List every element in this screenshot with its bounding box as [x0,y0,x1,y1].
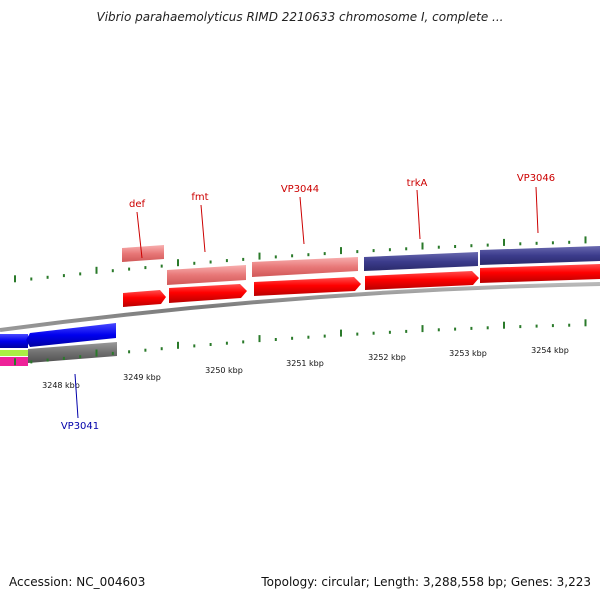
tick-label: 3250 kbp [205,366,243,375]
gene-label-vp3044[interactable]: VP3044 [281,184,319,195]
tick-label: 3254 kbp [531,346,569,355]
gene-trka-track[interactable] [364,252,478,271]
gene-fmt-track[interactable] [167,265,246,285]
lower-scale-ticks [14,319,587,366]
gene-trka-arrow[interactable] [365,271,479,290]
accession-label: Accession: NC_004603 [9,575,146,589]
gene-vp3046-arrow[interactable] [480,264,600,283]
gene-fmt-arrow[interactable] [169,284,247,303]
gene-label-vp3046[interactable]: VP3046 [517,173,555,184]
tick-label: 3248 kbp [42,381,80,390]
gene-def-track[interactable] [122,245,164,262]
tick-label: 3249 kbp [123,373,161,382]
gene-label-fmt[interactable]: fmt [191,192,208,203]
page-title: Vibrio parahaemolyticus RIMD 2210633 chr… [96,10,504,24]
gene-label-def[interactable]: def [129,199,146,210]
gene-label-vp3041[interactable]: VP3041 [61,421,99,432]
gene-def-arrow[interactable] [123,290,166,307]
genome-summary: Topology: circular; Length: 3,288,558 bp… [261,575,591,589]
gene-vp3044-track[interactable] [252,257,358,277]
gene-callouts [74,186,539,419]
tick-label: 3251 kbp [286,359,324,368]
gene-vp3041-reverse[interactable] [26,323,116,347]
gene-vp3044-arrow[interactable] [254,277,361,296]
gene-vp3041-cds[interactable] [28,342,117,363]
scale-labels: 3248 kbp 3249 kbp 3250 kbp 3251 kbp 3252… [42,346,569,390]
gene-vp3046-track[interactable] [480,246,600,265]
tick-label: 3253 kbp [449,349,487,358]
tick-label: 3252 kbp [368,353,406,362]
chromosome-backbone [0,282,600,332]
gene-label-trka[interactable]: trkA [407,178,428,189]
upper-scale-ticks [14,236,587,283]
forward-gene-track [122,245,600,307]
